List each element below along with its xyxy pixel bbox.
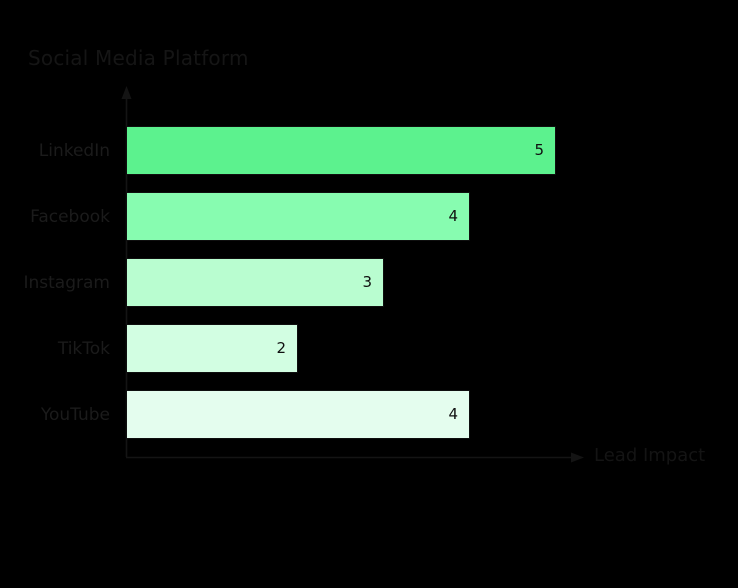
plot-area: 5 4 3 2 4 xyxy=(126,118,686,458)
bar-row[interactable]: 2 xyxy=(126,324,298,373)
bar-row[interactable]: 4 xyxy=(126,390,470,439)
y-tick-linkedin: LinkedIn xyxy=(38,140,110,161)
bar-value-label: 4 xyxy=(448,207,458,225)
y-axis-tick-labels: LinkedIn Facebook Instagram TikTok YouTu… xyxy=(0,118,118,458)
bar-row[interactable]: 5 xyxy=(126,126,556,175)
bar-row[interactable]: 3 xyxy=(126,258,384,307)
bar-value-label: 3 xyxy=(362,273,372,291)
bar-tiktok[interactable]: 2 xyxy=(126,324,298,373)
bar-instagram[interactable]: 3 xyxy=(126,258,384,307)
y-tick-instagram: Instagram xyxy=(23,272,111,293)
chart-title: Social Media Platform xyxy=(28,46,249,70)
bar-linkedin[interactable]: 5 xyxy=(126,126,556,175)
bar-youtube[interactable]: 4 xyxy=(126,390,470,439)
bar-value-label: 2 xyxy=(276,339,286,357)
x-axis-label: Lead Impact xyxy=(594,445,706,466)
bar-row[interactable]: 4 xyxy=(126,192,470,241)
y-tick-youtube: YouTube xyxy=(40,404,110,425)
bar-value-label: 5 xyxy=(534,141,544,159)
y-axis-arrowhead xyxy=(121,86,132,99)
y-tick-tiktok: TikTok xyxy=(57,338,110,359)
bar-value-label: 4 xyxy=(448,405,458,423)
bar-facebook[interactable]: 4 xyxy=(126,192,470,241)
y-tick-facebook: Facebook xyxy=(30,206,110,227)
